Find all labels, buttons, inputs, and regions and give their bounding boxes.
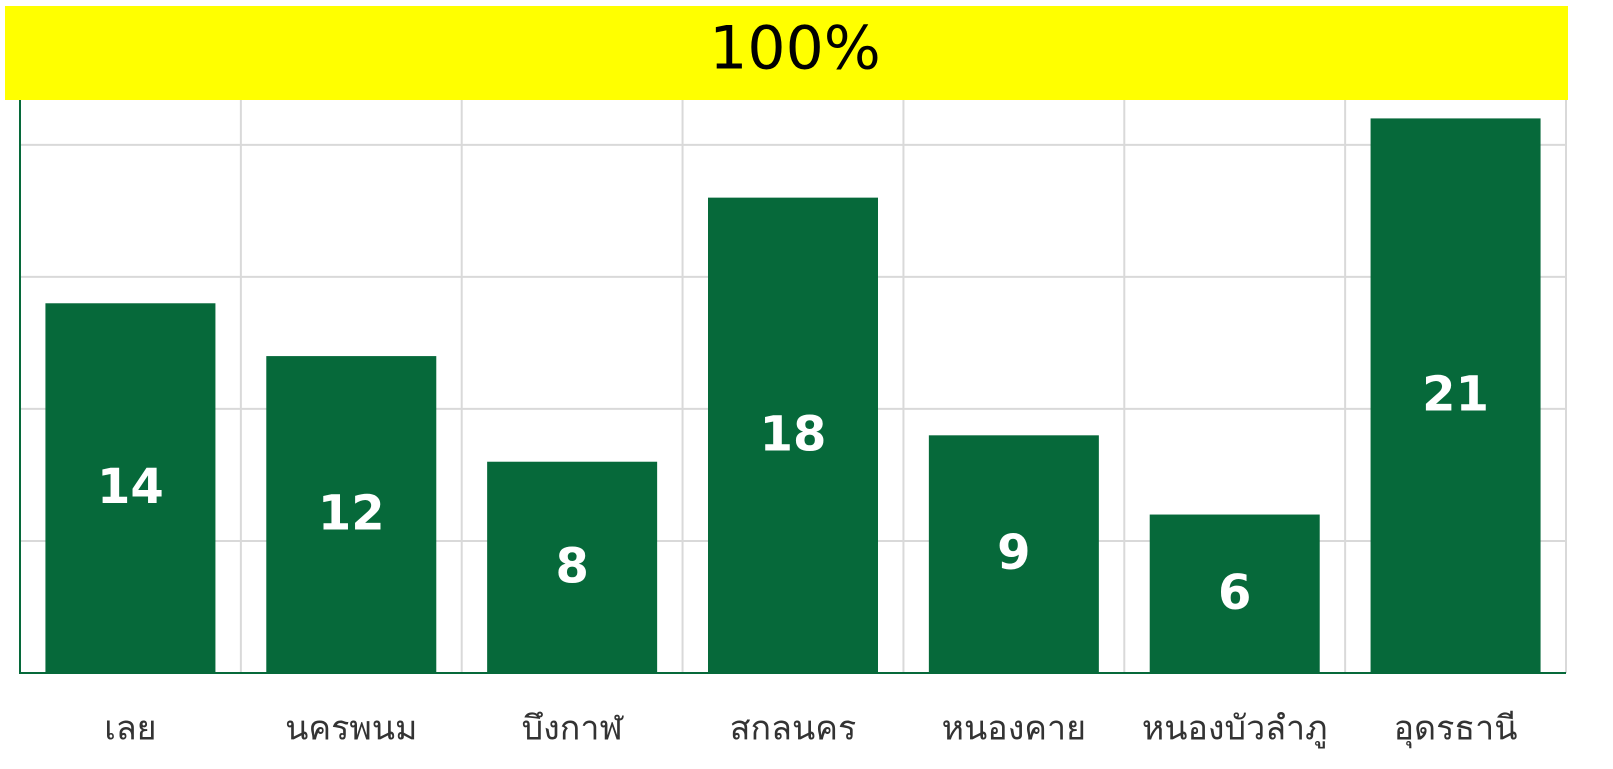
x-tick-label: บึงกาฬ — [522, 709, 625, 749]
bar — [1370, 118, 1541, 674]
bar — [708, 197, 878, 674]
x-tick-label: หนองคาย — [942, 709, 1086, 749]
bar — [1149, 514, 1320, 673]
bar — [45, 303, 216, 673]
x-tick-label: สกลนคร — [730, 709, 856, 749]
x-tick-label: นครพนม — [285, 709, 417, 749]
title-banner — [5, 6, 1568, 100]
data-label: 9 — [997, 525, 1030, 581]
bar — [487, 461, 658, 673]
plot-area: เลย 14 นครพนม 12 บึงกาฬ 8 สกลนคร 18 หนองคาย 9 หนอง… — [19, 92, 1567, 749]
data-label: 12 — [318, 486, 385, 542]
bar — [266, 356, 437, 673]
data-label: 6 — [1218, 565, 1251, 621]
data-label: 18 — [760, 406, 827, 462]
x-tick-label: หนองบัวลำภู — [1142, 709, 1328, 749]
data-label: 8 — [555, 538, 588, 594]
chart-title: 100% — [709, 14, 881, 84]
data-label: 14 — [97, 459, 164, 515]
x-tick-label: เลย — [104, 709, 156, 749]
bar — [928, 435, 1099, 673]
x-tick-label: อุดรธานี — [1394, 709, 1518, 749]
data-label: 21 — [1422, 367, 1489, 423]
